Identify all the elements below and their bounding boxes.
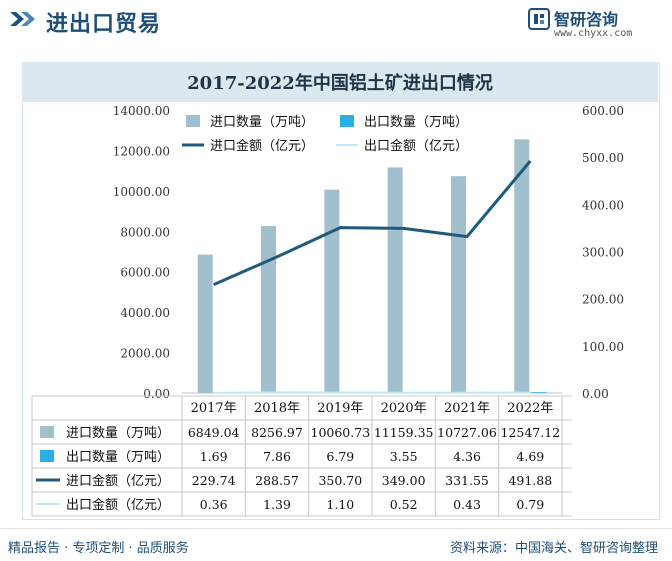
x-axis-tick-label: 2017年 (191, 401, 237, 416)
bar-import-quantity (261, 226, 276, 393)
x-axis-tick-label: 2019年 (317, 401, 363, 416)
right-axis-tick-label: 600.00 (582, 104, 624, 118)
legend-label: 进口金额（亿元） (210, 138, 314, 154)
data-label: 8256.97 (251, 425, 303, 440)
table-series-name: 出口数量（万吨） (66, 450, 170, 465)
data-label: 331.55 (445, 473, 489, 488)
data-label: 6.79 (326, 449, 354, 464)
data-label: 0.36 (200, 497, 228, 512)
bar-import-quantity (451, 176, 466, 393)
left-axis-tick-label: 12000.00 (113, 144, 170, 158)
left-axis-tick-label: 10000.00 (113, 185, 170, 199)
left-axis-tick-label: 0.00 (143, 387, 170, 401)
data-label: 10727.06 (437, 425, 497, 440)
data-label: 4.36 (453, 449, 481, 464)
right-axis-tick-label: 200.00 (582, 293, 624, 307)
right-axis-tick-label: 400.00 (582, 198, 624, 212)
footer-slogan: 精品报告 · 专项定制 · 品质服务 (8, 537, 189, 556)
data-label: 1.39 (263, 497, 291, 512)
right-axis-tick-label: 500.00 (582, 151, 624, 165)
data-label: 1.10 (326, 497, 354, 512)
x-axis-tick-label: 2021年 (444, 401, 490, 416)
legend-label: 进口数量（万吨） (210, 115, 314, 130)
bar-import-quantity (198, 255, 213, 393)
left-axis-tick-label: 14000.00 (113, 104, 170, 118)
data-label: 10060.73 (311, 425, 371, 440)
legend-label: 出口数量（万吨） (364, 115, 468, 130)
right-axis-tick-label: 0.00 (582, 387, 609, 401)
data-label: 0.43 (453, 497, 481, 512)
table-legend-swatch (40, 450, 54, 462)
data-label: 349.00 (382, 473, 426, 488)
x-axis-tick-label: 2020年 (381, 401, 427, 416)
left-axis-tick-label: 4000.00 (120, 306, 170, 320)
table-series-name: 出口金额（亿元） (66, 497, 170, 513)
legend-swatch (340, 115, 354, 127)
source-note: 资料来源：中国海关、智研咨询整理 (450, 537, 658, 556)
legend-label: 出口金额（亿元） (364, 138, 468, 154)
data-label: 1.69 (200, 449, 228, 464)
page-footer: 精品报告 · 专项定制 · 品质服务 资料来源：中国海关、智研咨询整理 (0, 528, 672, 561)
x-axis-tick-label: 2018年 (254, 401, 300, 416)
table-series-name: 进口数量（万吨） (66, 426, 170, 441)
data-label: 491.88 (508, 473, 552, 488)
right-axis-tick-label: 100.00 (582, 340, 624, 354)
data-label: 229.74 (192, 473, 236, 488)
left-axis-tick-label: 6000.00 (120, 266, 170, 280)
table-legend-swatch (40, 426, 54, 438)
data-label: 350.70 (318, 473, 362, 488)
data-label: 11159.35 (374, 425, 434, 440)
right-axis-tick-label: 300.00 (582, 246, 624, 260)
data-label: 6849.04 (188, 425, 240, 440)
data-label: 12547.12 (501, 425, 561, 440)
data-label: 0.79 (516, 497, 544, 512)
data-label: 288.57 (255, 473, 299, 488)
bar-import-quantity (388, 167, 403, 393)
x-axis-tick-label: 2022年 (507, 401, 553, 416)
legend-swatch (186, 115, 200, 127)
data-label: 3.55 (390, 449, 418, 464)
table-series-name: 进口金额（亿元） (66, 473, 170, 489)
data-label: 7.86 (263, 449, 291, 464)
bar-import-quantity (324, 190, 339, 393)
bar-export-quantity (531, 392, 546, 393)
data-label: 0.52 (390, 497, 418, 512)
left-axis-tick-label: 8000.00 (120, 225, 170, 239)
data-label: 4.69 (516, 449, 544, 464)
left-axis-tick-label: 2000.00 (120, 347, 170, 361)
